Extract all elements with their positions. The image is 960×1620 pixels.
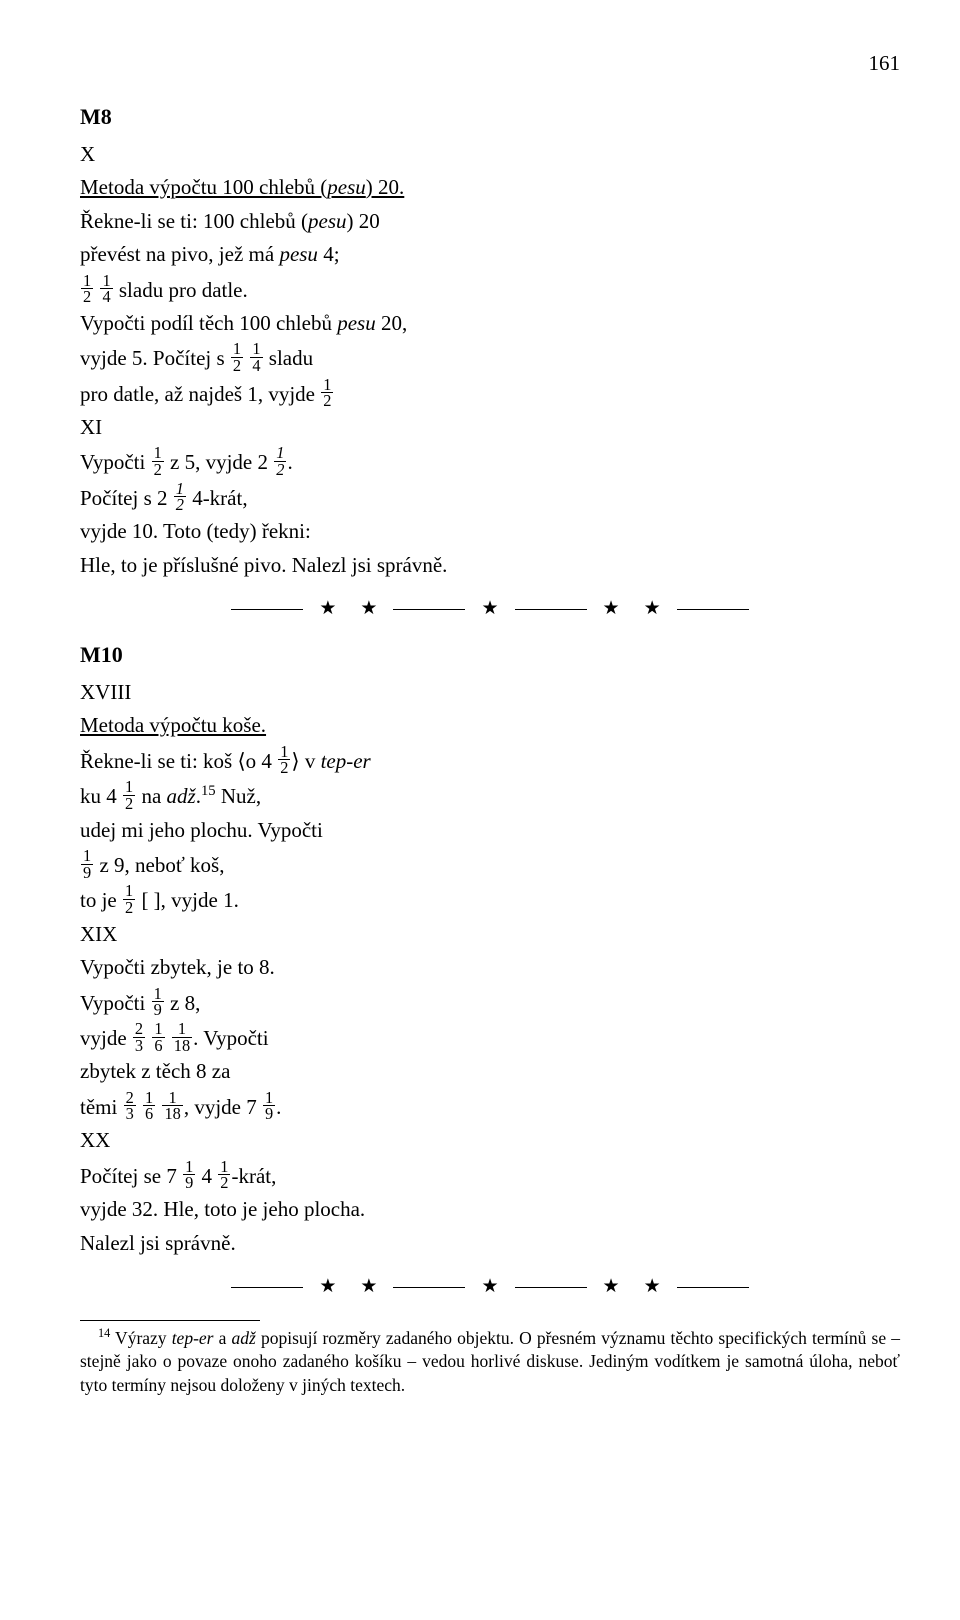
frac-ninth: 19	[81, 848, 93, 880]
m10-line3: udej mi jeho plochu. Vypočti	[80, 815, 900, 847]
frac-half: 12	[123, 779, 135, 811]
section-m8-label: M8	[80, 100, 900, 133]
frac-ninth: 19	[183, 1159, 195, 1191]
m10-line12: vyjde 32. Hle, toto je jeho plocha.	[80, 1194, 900, 1226]
frac-sixth: 16	[143, 1090, 155, 1122]
frac-half: 12	[152, 445, 164, 477]
m10-line1: Řekne-li se ti: koš ⟨o 4 12⟩ v tep-er	[80, 744, 900, 777]
frac-twothirds: 23	[133, 1021, 145, 1053]
m10-line7: Vypočti 19 z 8,	[80, 986, 900, 1019]
frac-ninth: 19	[152, 986, 164, 1018]
frac-ninth: 19	[263, 1090, 275, 1122]
m10-line10: těmi 23 16 118, vyjde 7 19.	[80, 1090, 900, 1123]
m8-line8: Počítej s 2 12 4-krát,	[80, 481, 900, 514]
m10-line8: vyjde 23 16 118. Vypočti	[80, 1021, 900, 1054]
m10-line5: to je 12 [ ], vyjde 1.	[80, 883, 900, 916]
m10-line6: Vypočti zbytek, je to 8.	[80, 952, 900, 984]
m10-title: Metoda výpočtu koše.	[80, 710, 900, 742]
frac-eighteenth: 118	[172, 1021, 192, 1053]
m8-line4: Vypočti podíl těch 100 chlebů pesu 20,	[80, 308, 900, 340]
frac-half: 12	[278, 744, 290, 776]
footnote-14: 14 Výrazy tep-er a adž popisují rozměry …	[80, 1325, 900, 1398]
frac-half: 12	[123, 883, 135, 915]
frac-sixth: 16	[152, 1021, 164, 1053]
frac-half: 12	[218, 1159, 230, 1191]
m8-x: X	[80, 139, 900, 171]
m10-line4: 19 z 9, neboť koš,	[80, 848, 900, 881]
m8-line9: vyjde 10. Toto (tedy) řekni:	[80, 516, 900, 548]
m8-xi: XI	[80, 412, 900, 444]
m8-line5: vyjde 5. Počítej s 12 14 sladu	[80, 341, 900, 374]
section-m10-label: M10	[80, 638, 900, 671]
frac-twothirds: 23	[124, 1090, 136, 1122]
m10-xx: XX	[80, 1125, 900, 1157]
frac-half-italic: 12	[174, 481, 186, 513]
m8-line1: Řekne-li se ti: 100 chlebů (pesu) 20	[80, 206, 900, 238]
frac-half: 12	[231, 341, 243, 373]
m10-xviii: XVIII	[80, 677, 900, 709]
frac-quarter: 14	[100, 273, 112, 305]
frac-quarter: 14	[250, 341, 262, 373]
section-divider: ★★★★★	[80, 1273, 900, 1302]
m8-line3: 12 14 sladu pro datle.	[80, 273, 900, 306]
m8-line6: pro datle, až najdeš 1, vyjde 12	[80, 377, 900, 410]
frac-half: 12	[81, 273, 93, 305]
m10-line11: Počítej se 7 19 4 12-krát,	[80, 1159, 900, 1192]
m10-line13: Nalezl jsi správně.	[80, 1228, 900, 1260]
frac-eighteenth: 118	[162, 1090, 182, 1122]
frac-half-italic: 12	[274, 445, 286, 477]
m8-line2: převést na pivo, jež má pesu 4;	[80, 239, 900, 271]
m10-xix: XIX	[80, 919, 900, 951]
section-divider: ★★★★★	[80, 595, 900, 624]
m8-line7: Vypočti 12 z 5, vyjde 2 12.	[80, 445, 900, 478]
m8-title: Metoda výpočtu 100 chlebů (pesu) 20.	[80, 172, 900, 204]
footnote-rule	[80, 1320, 260, 1321]
m8-line10: Hle, to je příslušné pivo. Nalezl jsi sp…	[80, 550, 900, 582]
m10-line9: zbytek z těch 8 za	[80, 1056, 900, 1088]
m10-line2: ku 4 12 na adž.15 Nuž,	[80, 779, 900, 812]
page-number: 161	[80, 48, 900, 80]
frac-half: 12	[321, 377, 333, 409]
